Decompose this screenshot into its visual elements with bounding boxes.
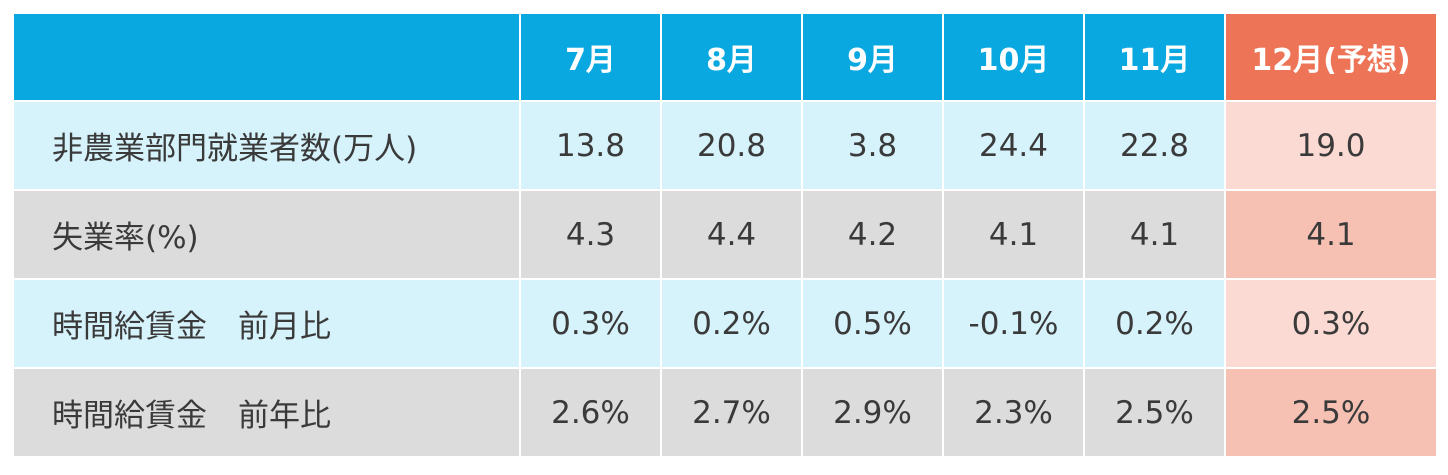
data-cell: 2.9% xyxy=(803,369,942,456)
column-header: 12月(予想) xyxy=(1226,14,1436,100)
data-cell: 20.8 xyxy=(662,102,801,189)
data-cell: 22.8 xyxy=(1085,102,1224,189)
data-table: 7月 8月 9月 10月 11月 12月(予想) 非農業部門就業者数(万人) 13.8 20.8… xyxy=(14,14,1436,456)
data-cell: 2.3% xyxy=(944,369,1083,456)
data-cell: -0.1% xyxy=(944,280,1083,367)
row-label: 失業率(%) xyxy=(14,191,519,278)
data-cell: 2.5% xyxy=(1085,369,1224,456)
data-cell: 24.4 xyxy=(944,102,1083,189)
data-cell: 0.3% xyxy=(1226,280,1436,367)
data-cell: 19.0 xyxy=(1226,102,1436,189)
row-label: 時間給賃金 前月比 xyxy=(14,280,519,367)
data-cell: 4.1 xyxy=(1085,191,1224,278)
column-header: 8月 xyxy=(662,14,801,100)
column-header: 9月 xyxy=(803,14,942,100)
data-cell: 3.8 xyxy=(803,102,942,189)
column-header: 10月 xyxy=(944,14,1083,100)
data-cell: 4.3 xyxy=(521,191,660,278)
data-cell: 13.8 xyxy=(521,102,660,189)
row-label: 非農業部門就業者数(万人) xyxy=(14,102,519,189)
column-header: 7月 xyxy=(521,14,660,100)
data-cell: 4.2 xyxy=(803,191,942,278)
data-cell: 4.4 xyxy=(662,191,801,278)
data-cell: 0.2% xyxy=(662,280,801,367)
data-cell: 2.7% xyxy=(662,369,801,456)
data-cell: 2.5% xyxy=(1226,369,1436,456)
data-cell: 4.1 xyxy=(944,191,1083,278)
data-cell: 0.2% xyxy=(1085,280,1224,367)
data-cell: 2.6% xyxy=(521,369,660,456)
data-cell: 0.5% xyxy=(803,280,942,367)
header-corner xyxy=(14,14,519,100)
data-cell: 4.1 xyxy=(1226,191,1436,278)
column-header: 11月 xyxy=(1085,14,1224,100)
data-cell: 0.3% xyxy=(521,280,660,367)
row-label: 時間給賃金 前年比 xyxy=(14,369,519,456)
